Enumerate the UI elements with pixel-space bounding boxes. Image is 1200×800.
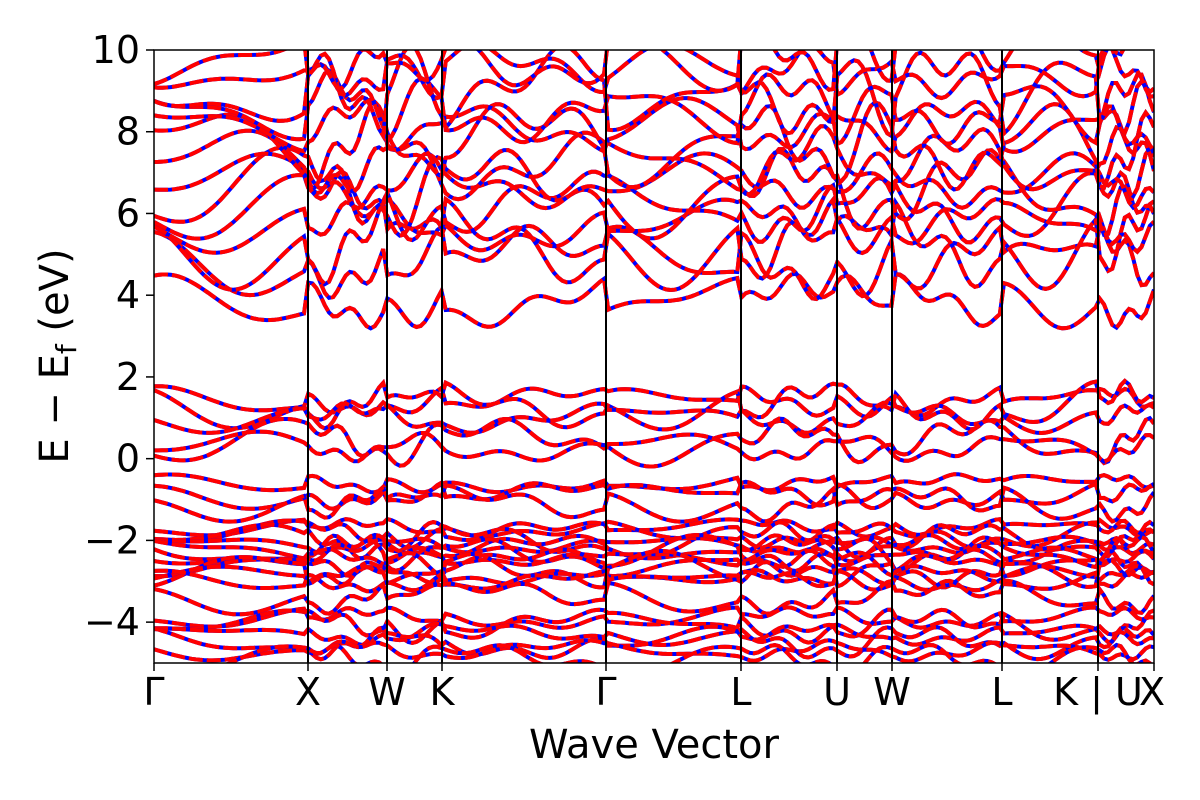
- x-tick-label: K: [430, 670, 456, 714]
- x-tick-label: K | U: [1053, 670, 1143, 715]
- y-axis-ticks: −4 −2 0 2 4 6 8 10: [84, 28, 154, 644]
- x-tick-label: U: [823, 670, 851, 714]
- band-spin-up: [154, 271, 1154, 331]
- band-spin-up: [154, 607, 1154, 645]
- band-spin-up: [154, 400, 1154, 436]
- band-spin-up: [154, 50, 1126, 93]
- band-spin-up: [154, 222, 1154, 302]
- band-spin-up: [154, 568, 1154, 594]
- y-axis-label: E − Ef (eV): [32, 248, 83, 463]
- band-spin-up: [154, 479, 1154, 511]
- y-tick-label: 4: [116, 273, 140, 317]
- band-spin-up: [154, 624, 1154, 662]
- band-spin-up: [154, 547, 1154, 579]
- band-spin-up: [154, 68, 1154, 147]
- band-spin-up: [154, 96, 1154, 155]
- x-tick-label: L: [730, 670, 751, 714]
- y-axis-label-suffix: (eV): [32, 248, 78, 344]
- band-spin-up: [154, 168, 1154, 245]
- y-tick-label: 2: [116, 355, 140, 399]
- band-spin-up: [154, 621, 1154, 648]
- band-spin-up: [154, 196, 1154, 256]
- band-spin-up: [154, 532, 1154, 565]
- band-spin-up: [154, 99, 1154, 192]
- band-spin-up: [154, 483, 1154, 524]
- band-spin-up: [225, 642, 1153, 663]
- band-spin-up: [154, 518, 1154, 551]
- band-spin-up: [154, 578, 1154, 617]
- band-spin-up: [154, 384, 1154, 419]
- band-spin-up: [154, 545, 1154, 568]
- band-spin-up: [154, 194, 1154, 293]
- band-spin-up: [154, 378, 1154, 432]
- y-tick-label: 6: [116, 191, 140, 235]
- band-spin-up: [154, 124, 1154, 202]
- band-lines: [154, 50, 1154, 663]
- y-axis-label-subscript: f: [50, 343, 83, 354]
- y-tick-label: −4: [84, 600, 140, 644]
- plot-frame: [153, 49, 1155, 664]
- x-axis-label: Wave Vector: [529, 722, 780, 768]
- x-tick-label: X: [295, 670, 321, 714]
- x-tick-label: X: [1139, 670, 1165, 714]
- y-tick-label: 10: [92, 28, 140, 72]
- x-tick-label: W: [873, 670, 911, 714]
- high-symmetry-lines: [307, 50, 1099, 663]
- band-spin-up: [154, 415, 1154, 469]
- x-tick-label: W: [368, 670, 406, 714]
- band-spin-up: [154, 50, 1154, 143]
- y-axis-label-prefix: E − E: [32, 354, 78, 464]
- y-tick-label: 0: [116, 437, 140, 481]
- x-tick-label: Γ: [595, 670, 616, 714]
- x-tick-label: L: [991, 670, 1012, 714]
- y-tick-label: 8: [116, 110, 140, 154]
- x-tick-label: Γ: [143, 670, 164, 714]
- band-spin-up: [154, 144, 1154, 241]
- y-tick-label: −2: [84, 518, 140, 562]
- band-spin-up: [154, 429, 1154, 464]
